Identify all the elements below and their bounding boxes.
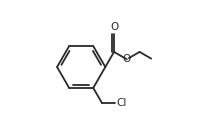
Text: O: O <box>123 54 131 64</box>
Text: Cl: Cl <box>116 98 126 108</box>
Text: O: O <box>110 23 118 32</box>
